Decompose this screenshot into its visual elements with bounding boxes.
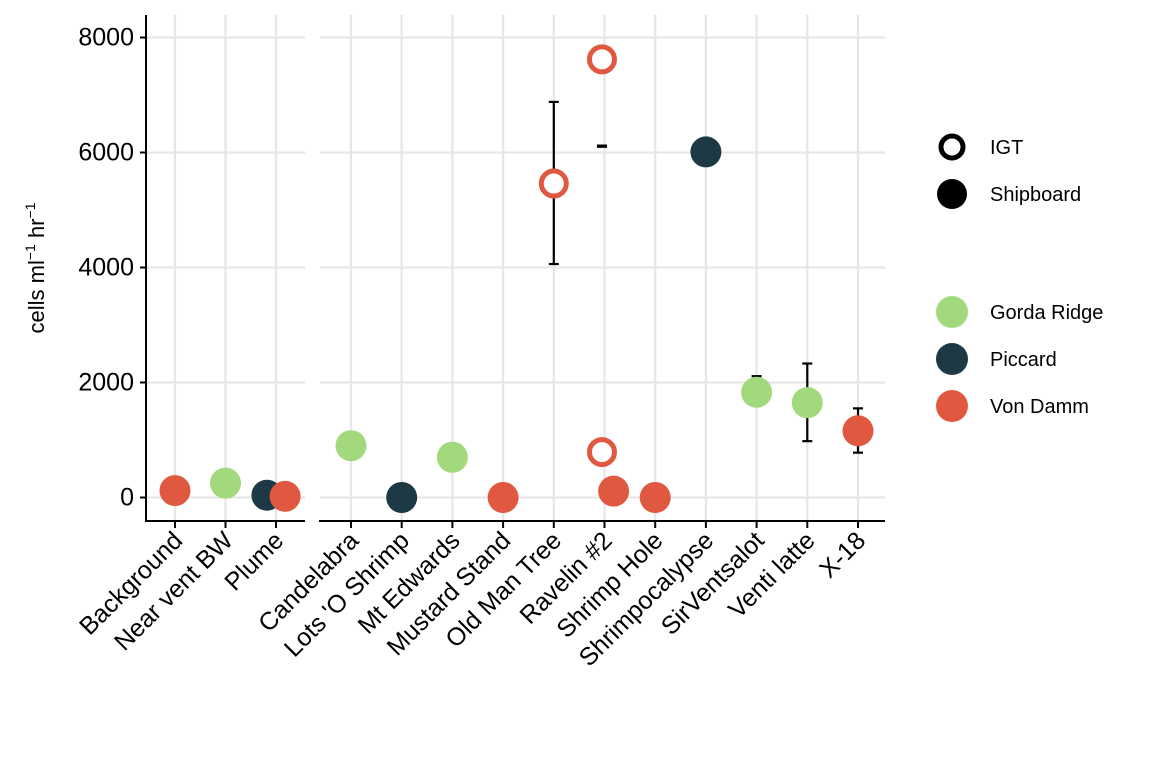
x-tick-label: X-18 [814, 526, 871, 583]
data-point-shipboard [210, 467, 241, 499]
data-point-shipboard [791, 387, 823, 419]
legend-label: Von Damm [990, 396, 1089, 418]
y-axis-label-exp2: −1 [22, 202, 38, 218]
data-point-igt [586, 44, 617, 75]
data-point-shipboard [741, 376, 773, 408]
data-point-shipboard [269, 480, 301, 512]
x-tick-label: Plume [219, 526, 289, 596]
legend-label: Gorda Ridge [990, 302, 1103, 324]
legend-label: Piccard [990, 349, 1057, 371]
data-point-shipboard [690, 136, 722, 168]
legend-key-site [936, 296, 968, 328]
grid-lines [147, 15, 885, 521]
data-point-shipboard [335, 430, 367, 462]
legend-key-site [936, 343, 968, 375]
axis-labels: cells ml−1 hr−1 02000400060008000Backgro… [22, 24, 871, 673]
y-tick-label: 2000 [78, 369, 134, 397]
data-point-igt [586, 437, 617, 468]
legend-key-site [936, 390, 968, 422]
legend-key-igt [938, 133, 966, 161]
y-tick-label: 8000 [78, 24, 134, 52]
data-point-shipboard [639, 482, 671, 513]
y-axis-label-unit2: hr [24, 218, 49, 244]
y-tick-label: 4000 [78, 254, 134, 282]
data-point-shipboard [436, 441, 468, 473]
legend-label: IGT [990, 137, 1023, 159]
data-point-shipboard [842, 415, 874, 447]
legend: IGT Shipboard Gorda Ridge Piccard Von Damm [936, 133, 1103, 422]
y-tick-label: 0 [120, 484, 134, 512]
data-point-shipboard [386, 482, 418, 513]
y-axis-label: cells ml−1 hr−1 [22, 202, 49, 333]
data-point-igt [538, 168, 569, 199]
y-axis-label-exp1: −1 [22, 244, 38, 260]
legend-label: Shipboard [990, 184, 1081, 206]
axes [140, 15, 885, 528]
y-axis-label-unit1: cells ml [24, 260, 49, 333]
data-point-shipboard [159, 475, 191, 507]
data-point-shipboard [598, 475, 630, 507]
data-point-shipboard [487, 482, 519, 513]
data-points [159, 44, 874, 513]
y-tick-label: 6000 [78, 139, 134, 167]
legend-key-shipboard [937, 179, 967, 209]
